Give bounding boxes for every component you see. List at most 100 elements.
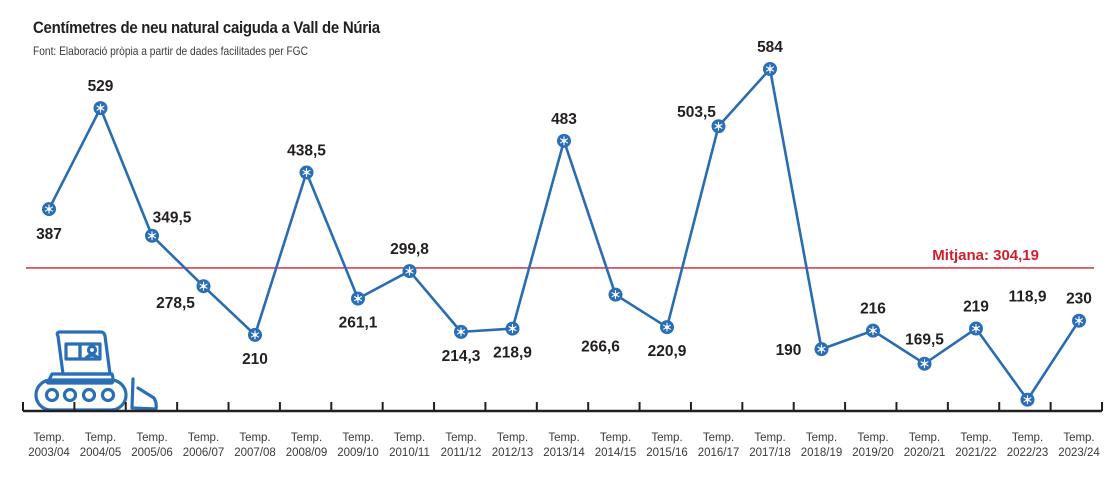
series-line-segment	[1026, 319, 1081, 401]
x-tick-label-line2: 2022/23	[1007, 447, 1049, 459]
series-line-segment	[820, 329, 875, 351]
data-label: 190	[776, 342, 802, 359]
snowflake-icon	[611, 290, 620, 300]
data-label: 349,5	[153, 210, 192, 227]
data-point[interactable]	[299, 165, 314, 180]
x-tick-label: Temp. 2016/17	[698, 432, 740, 459]
x-tick-label-line2: 2009/10	[337, 447, 379, 459]
series-line-segment	[253, 171, 308, 337]
data-point[interactable]	[93, 101, 108, 116]
snowflake-icon	[1074, 316, 1084, 326]
data-point[interactable]	[454, 324, 468, 339]
x-tick-label-line2: 2014/15	[595, 447, 637, 459]
series-line-segment	[614, 293, 669, 329]
data-point[interactable]	[1020, 392, 1035, 407]
x-tick-label-line2: 2023/24	[1058, 447, 1100, 459]
x-tick-label-line1: Temp.	[342, 432, 373, 444]
data-point[interactable]	[763, 62, 777, 77]
data-label: 220,9	[648, 343, 687, 360]
x-tick-label: Temp. 2020/21	[904, 432, 946, 459]
snowflake-icon	[971, 323, 981, 334]
data-label: 584	[757, 39, 783, 56]
x-tick-label: Temp. 2007/08	[234, 432, 276, 459]
x-tick-label-line2: 2005/06	[131, 447, 173, 459]
snowflake-icon	[868, 326, 878, 336]
series-line-segment	[511, 139, 566, 330]
data-point[interactable]	[196, 279, 211, 294]
x-tick-label-line1: Temp.	[806, 432, 837, 444]
snowflake-icon	[920, 359, 929, 369]
x-tick-label-line1: Temp.	[600, 432, 631, 444]
x-tick-label: Temp. 2012/13	[492, 432, 534, 459]
data-point[interactable]	[814, 342, 829, 357]
data-label: 216	[860, 301, 886, 318]
x-tick-label-line1: Temp.	[291, 432, 322, 444]
data-point[interactable]	[969, 321, 983, 336]
series-line-segment	[150, 234, 205, 288]
series-line-segment	[459, 327, 514, 334]
x-tick-label: Temp. 2021/22	[955, 432, 997, 459]
x-tick-label-line2: 2008/09	[286, 447, 328, 459]
x-tick-label-line2: 2010/11	[389, 447, 430, 459]
x-tick-label: Temp. 2006/07	[183, 432, 225, 459]
x-tick-label: Temp. 2019/20	[852, 432, 894, 459]
data-label: 169,5	[905, 332, 944, 349]
chart-title: Centímetres de neu natural caiguda a Val…	[33, 18, 380, 37]
data-point[interactable]	[917, 356, 932, 371]
snowflake-icon	[662, 322, 672, 332]
series-line-segment	[305, 171, 360, 300]
x-tick-label: Temp. 2005/06	[131, 432, 173, 459]
x-tick-label: Temp. 2023/24	[1058, 432, 1100, 459]
x-tick-label-line1: Temp.	[548, 432, 579, 444]
data-label: 503,5	[677, 104, 716, 121]
data-point[interactable]	[1072, 313, 1086, 328]
x-tick-label-line1: Temp.	[857, 432, 888, 444]
x-tick-label-line2: 2013/14	[543, 447, 585, 459]
series-line-segment	[665, 124, 720, 329]
data-point[interactable]	[248, 327, 262, 342]
x-tick-label-line2: 2015/16	[646, 447, 688, 459]
snowflake-icon	[405, 266, 414, 276]
data-point[interactable]	[866, 323, 880, 338]
data-label: 278,5	[156, 295, 195, 312]
x-tick-label: Temp. 2013/14	[543, 432, 585, 459]
data-label: 438,5	[287, 142, 326, 159]
x-tick-label-line1: Temp.	[394, 432, 425, 444]
snowflake-icon	[1023, 395, 1032, 405]
data-label: 230	[1066, 291, 1092, 308]
x-tick-label-line1: Temp.	[136, 432, 167, 444]
data-point[interactable]	[608, 287, 623, 302]
snowflake-icon	[44, 204, 54, 214]
data-point[interactable]	[711, 119, 726, 134]
data-point[interactable]	[505, 321, 520, 336]
series-line-segment	[202, 284, 257, 337]
x-tick-label-line2: 2012/13	[492, 447, 534, 459]
data-point[interactable]	[42, 202, 56, 217]
x-tick-label-line1: Temp.	[960, 432, 991, 444]
snowflake-icon	[508, 324, 517, 334]
data-label: 210	[242, 351, 268, 368]
data-label: 387	[36, 226, 62, 243]
data-point[interactable]	[557, 133, 571, 148]
data-point[interactable]	[402, 264, 417, 279]
x-tick-label-line1: Temp.	[239, 432, 270, 444]
series-line-segment	[974, 327, 1029, 401]
data-point[interactable]	[660, 320, 674, 335]
snowflake-icon	[302, 167, 311, 178]
x-tick-label: Temp. 2017/18	[749, 432, 791, 459]
x-tick-label-line2: 2011/12	[441, 447, 482, 459]
x-tick-label: Temp. 2011/12	[441, 432, 482, 459]
snowflake-icon	[96, 103, 105, 113]
x-tick-label: Temp. 2014/15	[595, 432, 637, 459]
series-line-segment	[717, 67, 772, 128]
snowflake-icon	[353, 294, 363, 304]
x-tick-label-line2: 2019/20	[852, 447, 894, 459]
data-point[interactable]	[145, 228, 159, 243]
data-label: 218,9	[493, 345, 532, 362]
snowflake-icon	[250, 330, 260, 340]
x-tick-label: Temp. 2010/11	[389, 432, 430, 459]
data-label: 261,1	[339, 315, 378, 332]
data-label: 299,8	[390, 241, 429, 258]
x-tick-label-line2: 2017/18	[749, 447, 791, 459]
data-point[interactable]	[351, 291, 365, 306]
